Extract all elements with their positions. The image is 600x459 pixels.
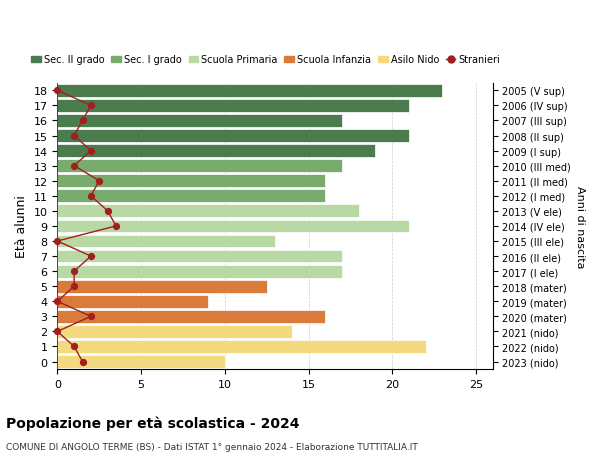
Point xyxy=(94,178,104,185)
Point xyxy=(70,343,79,350)
Bar xyxy=(58,280,266,293)
Bar xyxy=(58,190,325,203)
Y-axis label: Età alunni: Età alunni xyxy=(15,195,28,258)
Point xyxy=(53,238,62,245)
Point xyxy=(78,358,88,365)
Point xyxy=(53,328,62,336)
Bar xyxy=(58,115,342,128)
Bar xyxy=(58,310,325,323)
Legend: Sec. II grado, Sec. I grado, Scuola Primaria, Scuola Infanzia, Asilo Nido, Stran: Sec. II grado, Sec. I grado, Scuola Prim… xyxy=(28,51,504,69)
Bar xyxy=(58,100,409,112)
Bar xyxy=(58,340,425,353)
Point xyxy=(70,283,79,290)
Bar xyxy=(58,235,275,248)
Bar xyxy=(58,355,225,368)
Bar xyxy=(58,250,342,263)
Point xyxy=(53,298,62,305)
Bar xyxy=(58,205,359,218)
Point xyxy=(86,193,95,200)
Text: COMUNE DI ANGOLO TERME (BS) - Dati ISTAT 1° gennaio 2024 - Elaborazione TUTTITAL: COMUNE DI ANGOLO TERME (BS) - Dati ISTAT… xyxy=(6,442,418,451)
Point xyxy=(86,148,95,155)
Bar xyxy=(58,85,442,97)
Bar xyxy=(58,220,409,233)
Bar xyxy=(58,295,208,308)
Point xyxy=(86,102,95,110)
Point xyxy=(86,253,95,260)
Bar xyxy=(58,325,292,338)
Point xyxy=(53,88,62,95)
Point xyxy=(70,268,79,275)
Bar xyxy=(58,175,325,188)
Bar xyxy=(58,265,342,278)
Point xyxy=(103,208,112,215)
Bar xyxy=(58,145,376,157)
Point xyxy=(70,162,79,170)
Y-axis label: Anni di nascita: Anni di nascita xyxy=(575,185,585,268)
Point xyxy=(78,118,88,125)
Point xyxy=(86,313,95,320)
Bar xyxy=(58,160,342,173)
Text: Popolazione per età scolastica - 2024: Popolazione per età scolastica - 2024 xyxy=(6,415,299,430)
Point xyxy=(70,133,79,140)
Bar xyxy=(58,130,409,143)
Point xyxy=(111,223,121,230)
